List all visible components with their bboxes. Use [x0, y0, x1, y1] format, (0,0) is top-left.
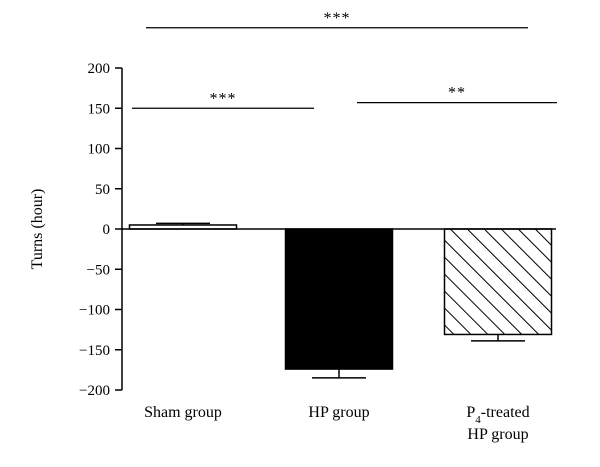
y-tick-label: −150: [79, 343, 110, 359]
significance-label: ***: [210, 90, 237, 107]
y-tick-label: −100: [79, 303, 110, 319]
significance-label: ***: [324, 10, 351, 27]
bars: [128, 222, 553, 379]
category-label: Sham group: [144, 404, 222, 421]
y-tick-label: 50: [95, 182, 110, 198]
y-tick-label: 200: [88, 61, 111, 77]
y-axis-title: Turns (hour): [29, 189, 46, 270]
category-label: HP group: [308, 404, 369, 421]
y-tick-label: −200: [79, 383, 110, 399]
category-label: HP group: [467, 426, 528, 443]
significance-annotations: ****** **: [132, 10, 557, 109]
y-tick-label: 0: [103, 222, 111, 238]
category-label: P4-treated: [466, 404, 529, 426]
y-axis: 200 150 100 50 0 −50 −100 −150 −200: [79, 61, 123, 399]
significance-label: **: [448, 85, 466, 102]
bar-2: [284, 228, 394, 370]
y-tick-label: 150: [88, 101, 111, 117]
y-tick-label: −50: [87, 262, 110, 278]
bar-3: [443, 228, 553, 336]
y-tick-label: 100: [88, 142, 111, 158]
